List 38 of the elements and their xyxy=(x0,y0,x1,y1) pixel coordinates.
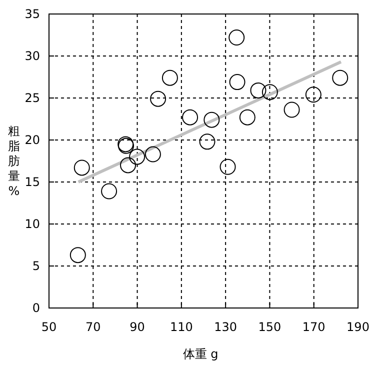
y-axis-title: 粗脂肪量% xyxy=(8,124,20,198)
y-tick-label: 25 xyxy=(24,91,40,105)
point xyxy=(162,70,178,86)
point xyxy=(284,102,300,118)
point xyxy=(220,158,236,175)
point xyxy=(228,30,245,46)
y-tick-label: 35 xyxy=(24,7,40,21)
y-tick-label: 0 xyxy=(32,301,40,315)
x-tick-label: 190 xyxy=(346,320,370,334)
y-tick-label: 20 xyxy=(24,133,40,147)
point xyxy=(199,134,216,150)
x-tick-label: 110 xyxy=(170,320,193,334)
point xyxy=(250,82,266,98)
point xyxy=(229,74,246,90)
y-tick-label: 10 xyxy=(24,217,40,231)
point xyxy=(239,109,256,126)
x-tick-label: 50 xyxy=(41,320,57,334)
point xyxy=(182,109,198,126)
x-tick-label: 150 xyxy=(258,320,282,334)
point xyxy=(101,183,118,200)
y-tick-label: 30 xyxy=(24,49,40,63)
point xyxy=(332,70,348,86)
point xyxy=(70,247,86,264)
y-tick-label: 15 xyxy=(24,175,40,189)
x-axis-title: 体重 g xyxy=(182,347,218,361)
x-tick-label: 70 xyxy=(86,320,101,334)
point xyxy=(120,157,136,174)
point xyxy=(74,160,90,176)
point xyxy=(305,86,322,103)
point xyxy=(262,84,278,100)
point xyxy=(144,146,161,162)
point xyxy=(150,90,166,107)
point xyxy=(129,148,146,165)
x-tick-label: 90 xyxy=(130,320,145,334)
x-tick-label: 170 xyxy=(302,320,326,334)
x-tick-label: 130 xyxy=(214,320,238,334)
point xyxy=(204,112,220,128)
y-tick-label: 5 xyxy=(32,259,40,273)
